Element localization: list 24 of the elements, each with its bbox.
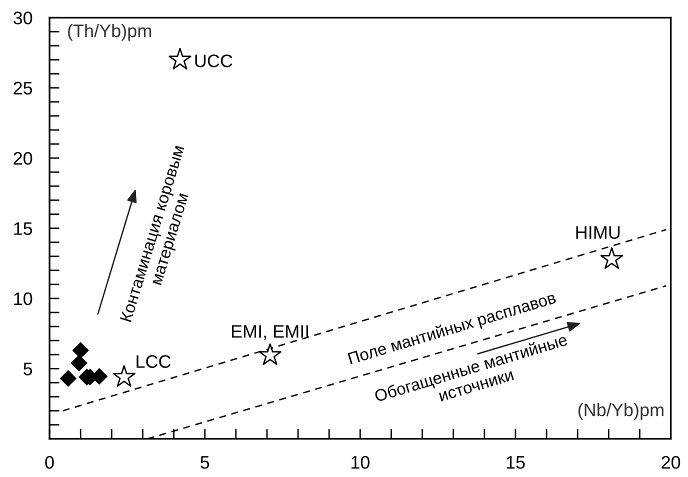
annotation: UCC [195, 54, 232, 68]
y-tick-label: 25 [14, 82, 32, 95]
x-tick-label: 20 [662, 456, 680, 469]
x-tick-label: 15 [506, 456, 525, 469]
annotation: EMI, EMII [232, 325, 308, 340]
x-tick-label: 5 [200, 456, 210, 469]
point [168, 48, 192, 70]
point [112, 365, 136, 387]
point [258, 343, 282, 366]
annotation: HIMU [576, 226, 620, 239]
y-tick-label: 10 [14, 292, 32, 306]
point [600, 247, 624, 269]
x-axis-title: (Nb/Yb)pm [578, 403, 664, 420]
y-tick-label: 30 [13, 12, 32, 24]
y-axis-title: (Th/Yb)pm [68, 24, 152, 41]
point [70, 354, 88, 372]
annotation: LCC [136, 355, 171, 368]
y-tick-label: 20 [14, 152, 32, 165]
y-tick-label: 5 [24, 362, 32, 376]
x-tick-label: 0 [45, 456, 54, 469]
x-tick-label: 10 [352, 456, 370, 469]
y-tick-label: 15 [14, 222, 32, 235]
point [72, 342, 89, 359]
point [60, 370, 76, 387]
